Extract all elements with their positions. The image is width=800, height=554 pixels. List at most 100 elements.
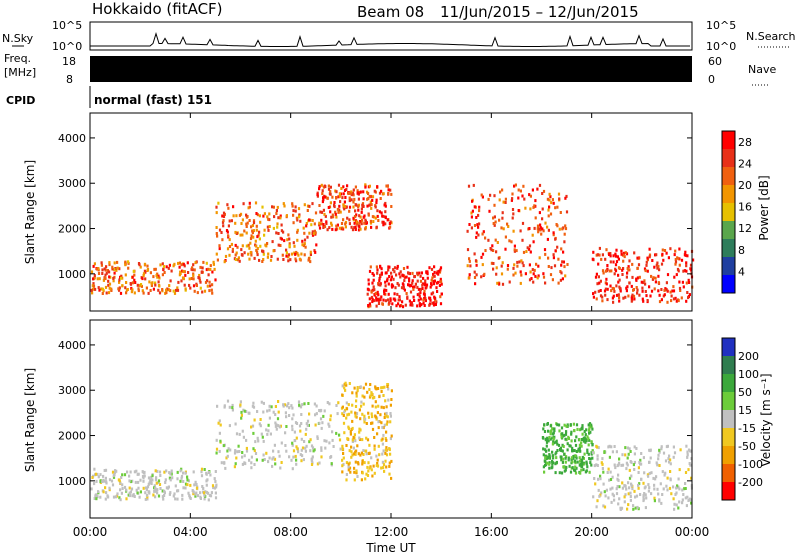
velocity-cell [596, 457, 599, 461]
velocity-cell [644, 493, 647, 497]
velocity-cell [389, 437, 392, 441]
power-cell [641, 286, 644, 290]
power-cell [470, 215, 473, 219]
power-cell [514, 183, 517, 187]
power-cell [330, 215, 333, 219]
power-cell [357, 197, 360, 201]
velocity-cell [354, 452, 357, 456]
power-cell [367, 288, 370, 292]
velocity-cell [655, 461, 658, 465]
freq-bar [90, 56, 692, 82]
power-cell [266, 225, 269, 229]
velocity-cell [165, 486, 168, 490]
velocity-cell [367, 461, 370, 465]
power-cell [372, 220, 375, 223]
velocity-cell [677, 506, 680, 510]
velocity-cell [571, 448, 574, 452]
velocity-cell [579, 471, 582, 475]
power-cell [133, 273, 136, 277]
power-cell [281, 253, 284, 257]
velocity-cell [164, 481, 167, 484]
velocity-cell [316, 462, 319, 466]
velocity-cell [376, 458, 379, 462]
power-cell [104, 273, 107, 277]
power-cell [418, 292, 421, 296]
power-cell [595, 272, 598, 276]
power-cell [656, 266, 659, 270]
power-cell [296, 228, 299, 232]
power-cell [422, 301, 425, 305]
velocity-cell [186, 478, 189, 482]
power-cell [113, 271, 116, 275]
velocity-cell [353, 433, 356, 437]
power-cell [366, 292, 369, 296]
power-cell [633, 297, 636, 301]
velocity-cell [321, 421, 324, 425]
colorbar-tick-label: -200 [738, 476, 763, 489]
power-cell [492, 216, 495, 220]
velocity-cell [318, 421, 321, 425]
velocity-cell [603, 450, 606, 454]
velocity-cell [277, 424, 280, 428]
velocity-cell [144, 486, 148, 490]
power-cell [483, 272, 486, 276]
velocity-cell [355, 391, 358, 395]
power-cell [371, 272, 374, 275]
velocity-cell [642, 495, 645, 499]
power-cell [358, 214, 361, 218]
velocity-cell [253, 449, 256, 453]
velocity-cell [159, 487, 162, 490]
power-cell [688, 293, 691, 297]
power-cell [386, 218, 389, 222]
velocity-cell [609, 478, 613, 481]
power-cell [557, 281, 560, 285]
power-cell [402, 286, 405, 289]
power-cell [414, 282, 417, 286]
velocity-cell [591, 456, 594, 460]
velocity-cell [625, 461, 628, 465]
velocity-cell [380, 386, 383, 390]
velocity-cell [548, 456, 552, 460]
colorbar-segment [722, 482, 735, 501]
velocity-cell [242, 408, 245, 412]
power-cell [251, 231, 254, 235]
velocity-cell [344, 381, 347, 385]
velocity-cell [630, 482, 633, 486]
power-cell [475, 263, 478, 267]
velocity-cell [373, 436, 376, 439]
velocity-cell [608, 478, 611, 482]
velocity-cell [542, 453, 545, 457]
velocity-cell [551, 432, 554, 436]
velocity-cell [585, 462, 588, 466]
velocity-cell [176, 477, 179, 481]
power-cell [532, 205, 535, 209]
power-cell [564, 274, 567, 278]
velocity-cell [128, 491, 131, 495]
power-cell [327, 187, 331, 191]
velocity-cell [628, 486, 631, 490]
power-cell [645, 263, 648, 267]
velocity-cell [382, 426, 385, 430]
power-cell [328, 226, 331, 230]
velocity-cell [547, 429, 550, 433]
power-cell [406, 265, 409, 269]
velocity-cell [234, 449, 237, 453]
power-cell [359, 215, 362, 219]
power-cell [413, 285, 416, 289]
velocity-cell [544, 438, 547, 442]
power-cell [424, 279, 427, 283]
velocity-cell [303, 402, 306, 406]
colorbar-segment [722, 275, 735, 294]
power-cell [288, 242, 291, 246]
power-cell [184, 273, 187, 277]
velocity-cell [383, 423, 386, 427]
power-cell [549, 195, 552, 199]
power-cell [651, 277, 654, 281]
velocity-cell [316, 437, 319, 440]
power-cell [308, 231, 311, 235]
y-tick-label: 1000 [58, 475, 86, 488]
velocity-cell [583, 430, 586, 433]
velocity-cell [604, 494, 607, 498]
power-cell [268, 225, 271, 228]
velocity-cell [363, 420, 366, 424]
